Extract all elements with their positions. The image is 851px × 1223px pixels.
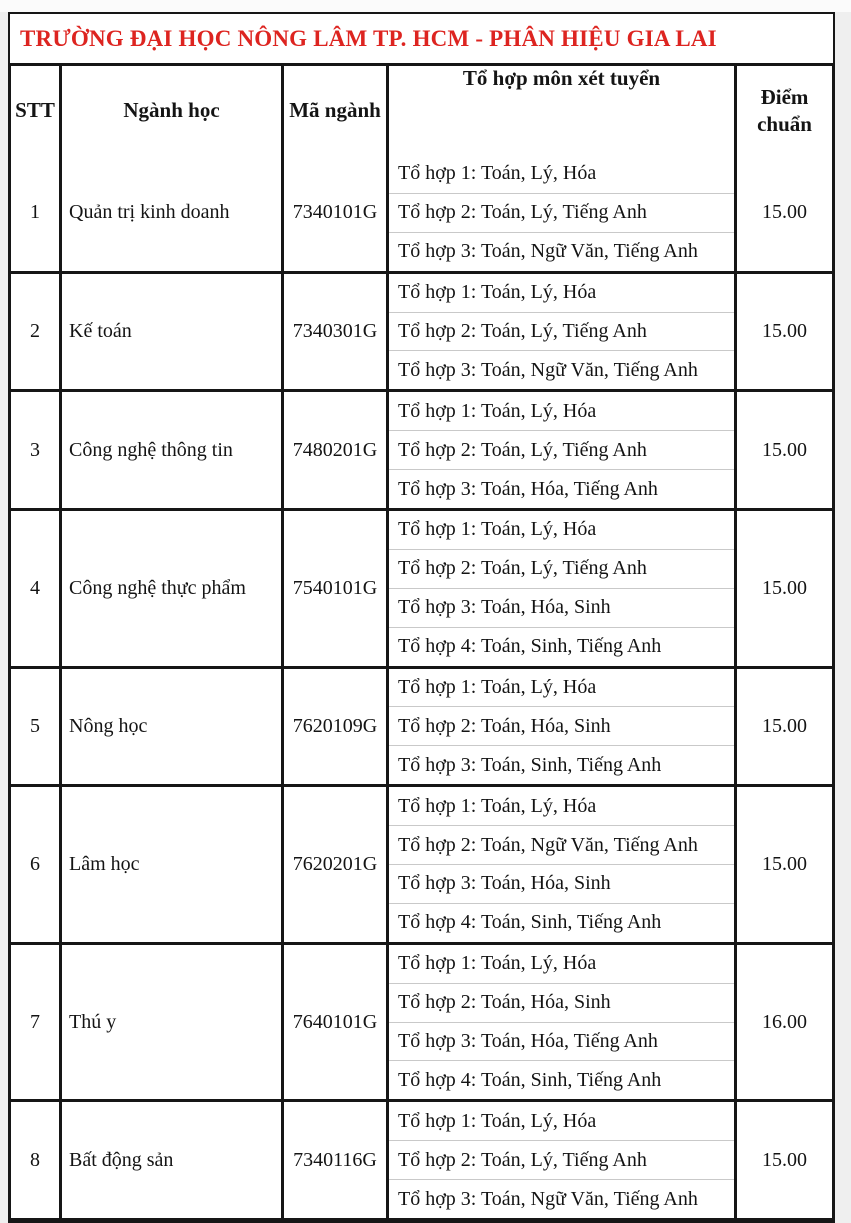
header-major: Ngành học	[59, 66, 281, 155]
combo-item: Tổ hợp 1: Toán, Lý, Hóa	[398, 162, 597, 185]
combo-item: Tổ hợp 3: Toán, Hóa, Sinh	[389, 587, 734, 627]
major-cell: Nông học	[59, 668, 281, 785]
table-body: 1 Quản trị kinh doanh 7340101G Tổ hợp 1:…	[11, 155, 832, 1219]
header-score: Điểm chuẩn	[734, 66, 832, 155]
table-header-row: STT Ngành học Mã ngành Tổ hợp môn xét tu…	[11, 66, 832, 155]
code-cell: 7480201G	[281, 392, 386, 509]
code-cell: 7620201G	[281, 787, 386, 942]
code-cell: 7540101G	[281, 511, 386, 666]
score-cell: 15.00	[734, 787, 832, 942]
major-cell: Bất động sản	[59, 1102, 281, 1219]
combo-item: Tổ hợp 4: Toán, Sinh, Tiếng Anh	[389, 902, 734, 942]
combo-item: Tổ hợp 2: Toán, Lý, Tiếng Anh	[389, 311, 734, 351]
combo-item: Tổ hợp 3: Toán, Sinh, Tiếng Anh	[389, 745, 734, 784]
combo-item: Tổ hợp 1: Toán, Lý, Hóa	[398, 676, 597, 699]
combos-cell: Tổ hợp 1: Toán, Lý, Hóa Tổ hợp 2: Toán, L…	[386, 392, 734, 509]
combo-item: Tổ hợp 3: Toán, Ngữ Văn, Tiếng Anh	[389, 350, 734, 389]
code-cell: 7340301G	[281, 273, 386, 390]
combos-cell: Tổ hợp 1: Toán, Lý, Hóa Tổ hợp 2: Toán, L…	[386, 1102, 734, 1219]
combo-item: Tổ hợp 1: Toán, Lý, Hóa	[398, 1109, 597, 1132]
combo-item: Tổ hợp 2: Toán, Lý, Tiếng Anh	[389, 1140, 734, 1179]
combo-item: Tổ hợp 3: Toán, Hóa, Sinh	[389, 864, 734, 903]
table-row: 4 Công nghệ thực phẩm 7540101G Tổ hợp 1:…	[11, 508, 832, 666]
code-cell: 7340116G	[281, 1102, 386, 1219]
combos-cell: Tổ hợp 1: Toán, Lý, Hóa Tổ hợp 2: Toán, N…	[386, 787, 734, 942]
score-cell: 15.00	[734, 1102, 832, 1219]
major-cell: Công nghệ thực phẩm	[59, 511, 281, 666]
stt-cell: 7	[30, 1010, 40, 1033]
combo-item: Tổ hợp 1: Toán, Lý, Hóa	[398, 794, 597, 817]
major-cell: Công nghệ thông tin	[59, 392, 281, 509]
combo-item: Tổ hợp 1: Toán, Lý, Hóa	[398, 281, 597, 304]
stt-cell: 1	[30, 201, 40, 224]
code-cell: 7340101G	[281, 155, 386, 271]
combos-cell: Tổ hợp 1: Toán, Lý, Hóa Tổ hợp 2: Toán, L…	[386, 511, 734, 666]
code-cell: 7640101G	[281, 944, 386, 1100]
combo-item: Tổ hợp 4: Toán, Sinh, Tiếng Anh	[389, 626, 734, 666]
combo-item: Tổ hợp 3: Toán, Ngữ Văn, Tiếng Anh	[389, 1179, 734, 1218]
table-row: 6 Lâm học 7620201G Tổ hợp 1: Toán, Lý, H…	[11, 784, 832, 942]
combo-item: Tổ hợp 1: Toán, Lý, Hóa	[398, 399, 597, 422]
combos-cell: Tổ hợp 1: Toán, Lý, Hóa Tổ hợp 2: Toán, H…	[386, 944, 734, 1100]
major-cell: Quản trị kinh doanh	[59, 155, 281, 271]
header-score-label: Điểm chuẩn	[757, 85, 812, 136]
score-cell: 16.00	[734, 944, 832, 1100]
combo-item: Tổ hợp 2: Toán, Hóa, Sinh	[389, 706, 734, 745]
stt-cell: 6	[30, 853, 40, 876]
stt-cell: 8	[30, 1148, 40, 1171]
combos-cell: Tổ hợp 1: Toán, Lý, Hóa Tổ hợp 2: Toán, L…	[386, 273, 734, 390]
title-bar: TRƯỜNG ĐẠI HỌC NÔNG LÂM TP. HCM - PHÂN H…	[8, 12, 835, 63]
header-code: Mã ngành	[281, 66, 386, 155]
combo-item: Tổ hợp 4: Toán, Sinh, Tiếng Anh	[389, 1060, 734, 1099]
score-cell: 15.00	[734, 511, 832, 666]
score-cell: 15.00	[734, 155, 832, 271]
major-cell: Lâm học	[59, 787, 281, 942]
score-cell: 15.00	[734, 392, 832, 509]
page-margin-strip	[0, 0, 851, 12]
combo-item: Tổ hợp 1: Toán, Lý, Hóa	[398, 518, 597, 541]
header-combos: Tổ hợp môn xét tuyển	[386, 66, 734, 155]
admission-score-sheet: TRƯỜNG ĐẠI HỌC NÔNG LÂM TP. HCM - PHÂN H…	[8, 12, 835, 1223]
table-row: 7 Thú y 7640101G Tổ hợp 1: Toán, Lý, Hóa…	[11, 941, 832, 1100]
header-stt: STT	[15, 98, 55, 122]
combo-item: Tổ hợp 2: Toán, Ngữ Văn, Tiếng Anh	[389, 825, 734, 864]
stt-cell: 3	[30, 438, 40, 461]
page-title: TRƯỜNG ĐẠI HỌC NÔNG LÂM TP. HCM - PHÂN H…	[20, 25, 717, 51]
combos-cell: Tổ hợp 1: Toán, Lý, Hóa Tổ hợp 2: Toán, H…	[386, 668, 734, 785]
score-cell: 15.00	[734, 668, 832, 785]
table-row: 2 Kế toán 7340301G Tổ hợp 1: Toán, Lý, H…	[11, 270, 832, 390]
table-row: 8 Bất động sản 7340116G Tổ hợp 1: Toán, …	[11, 1099, 832, 1219]
combo-item: Tổ hợp 2: Toán, Lý, Tiếng Anh	[389, 192, 734, 232]
combo-item: Tổ hợp 2: Toán, Lý, Tiếng Anh	[389, 430, 734, 469]
stt-cell: 2	[30, 320, 40, 342]
major-cell: Thú y	[59, 944, 281, 1100]
major-cell: Kế toán	[59, 273, 281, 390]
combos-cell: Tổ hợp 1: Toán, Lý, Hóa Tổ hợp 2: Toán, L…	[386, 155, 734, 271]
combo-item: Tổ hợp 2: Toán, Lý, Tiếng Anh	[389, 548, 734, 588]
stt-cell: 5	[30, 714, 40, 737]
code-cell: 7620109G	[281, 668, 386, 785]
score-cell: 15.00	[734, 273, 832, 390]
table-row: 1 Quản trị kinh doanh 7340101G Tổ hợp 1:…	[11, 155, 832, 271]
combo-item: Tổ hợp 2: Toán, Hóa, Sinh	[389, 982, 734, 1022]
combo-item: Tổ hợp 3: Toán, Hóa, Tiếng Anh	[389, 469, 734, 508]
combo-item: Tổ hợp 3: Toán, Ngữ Văn, Tiếng Anh	[389, 231, 734, 271]
scores-table: STT Ngành học Mã ngành Tổ hợp môn xét tu…	[8, 63, 835, 1223]
combo-item: Tổ hợp 3: Toán, Hóa, Tiếng Anh	[389, 1021, 734, 1061]
table-row: 3 Công nghệ thông tin 7480201G Tổ hợp 1:…	[11, 389, 832, 509]
table-row: 5 Nông học 7620109G Tổ hợp 1: Toán, Lý, …	[11, 665, 832, 785]
stt-cell: 4	[30, 576, 40, 599]
combo-item: Tổ hợp 1: Toán, Lý, Hóa	[398, 952, 597, 975]
